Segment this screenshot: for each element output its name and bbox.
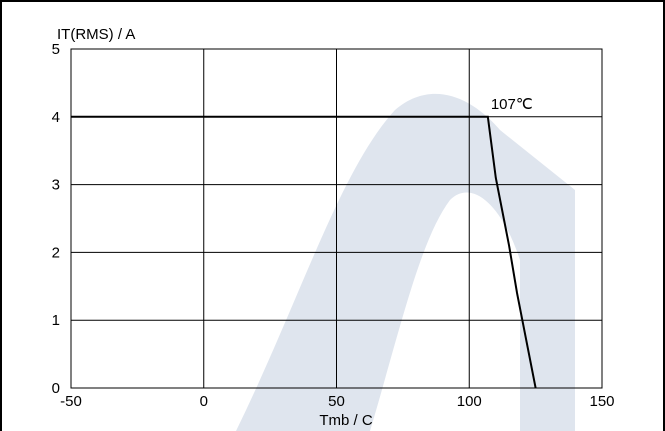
x-tick-labels: -50 0 50 100 150 <box>60 393 614 410</box>
y-tick-labels: 0 1 2 3 4 5 <box>52 41 60 397</box>
grid-lines <box>71 49 602 388</box>
x-tick-label: 50 <box>328 393 345 410</box>
x-tick-label: -50 <box>60 393 82 410</box>
x-tick-label: 150 <box>589 393 614 410</box>
watermark-shape <box>236 93 575 431</box>
y-tick-label: 4 <box>52 109 60 126</box>
y-tick-label: 5 <box>52 41 60 58</box>
y-tick-label: 2 <box>52 244 60 261</box>
annotation-label: 107℃ <box>491 96 533 113</box>
series-group <box>71 115 537 389</box>
x-tick-label: 100 <box>457 393 482 410</box>
series-line <box>71 115 537 389</box>
y-axis-label: IT(RMS) / A <box>57 26 135 43</box>
x-axis-label: Tmb / C <box>319 412 373 429</box>
watermark <box>236 93 575 431</box>
y-tick-label: 0 <box>52 380 60 397</box>
y-tick-label: 1 <box>52 312 60 329</box>
y-tick-label: 3 <box>52 177 60 194</box>
x-tick-label: 0 <box>200 393 208 410</box>
plot-area-border <box>70 48 603 389</box>
